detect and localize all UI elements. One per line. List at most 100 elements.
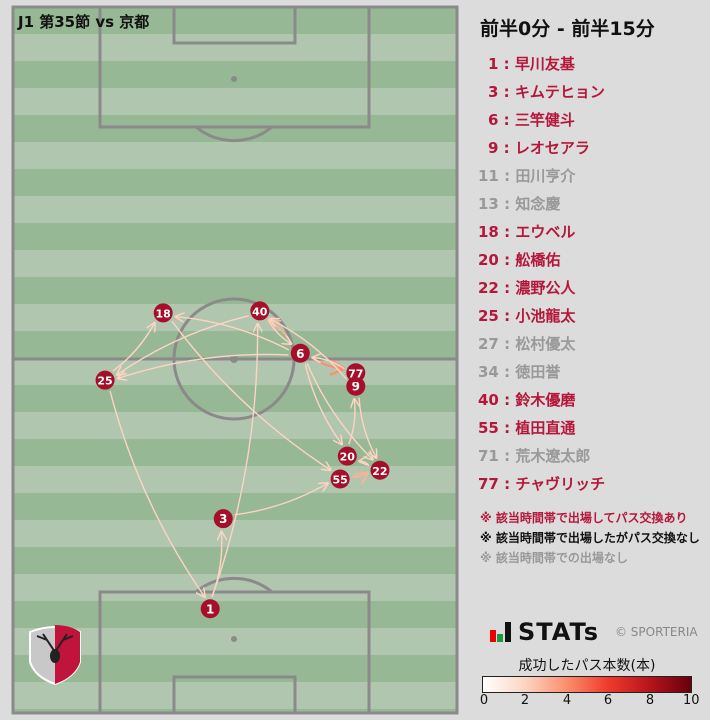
note-not-played: ※ 該当時間帯での出場なし <box>480 551 628 565</box>
player-list-item: 25 : 小池龍太 <box>478 307 576 325</box>
pitch-stripe <box>13 385 457 412</box>
pitch-stripe <box>13 601 457 628</box>
player-list-item: 13 : 知念慶 <box>478 195 561 213</box>
player-node-circle <box>200 599 220 619</box>
bottom-penalty-spot <box>231 636 237 642</box>
player-node-number: 3 <box>219 512 227 526</box>
player-node-circle <box>213 509 233 529</box>
pass-arrow <box>358 397 376 458</box>
pitch-stripe <box>13 520 457 547</box>
pitch-stripe <box>13 7 457 34</box>
player-list: 1 : 早川友基 3 : キムテヒョン 6 : 三竿健斗 9 : レオセアラ 11 : … <box>478 50 605 498</box>
tick-label: 8 <box>645 693 655 708</box>
player-list-item: 40 : 鈴木優磨 <box>478 391 576 409</box>
center-spot <box>230 355 238 363</box>
pitch-stripe <box>13 169 457 196</box>
pass-arrow <box>211 324 258 598</box>
player-list-item: 27 : 松村優太 <box>478 335 576 353</box>
player-node[interactable]: 3 <box>213 509 233 529</box>
pass-arrow <box>306 362 373 459</box>
player-list-item: 55 : 植田直通 <box>478 419 576 437</box>
pass-arrow <box>359 461 370 465</box>
player-list-item: 9 : レオセアラ <box>488 139 590 157</box>
tick-label: 6 <box>603 693 613 708</box>
tick-label: 4 <box>562 693 572 708</box>
pitch-stripe <box>13 304 457 331</box>
club-crest-icon <box>29 625 81 686</box>
player-node-number: 25 <box>97 375 112 388</box>
player-node[interactable]: 55 <box>330 469 350 489</box>
pitch-stripe <box>13 196 457 223</box>
player-node-circle <box>337 446 357 466</box>
player-node[interactable]: 40 <box>250 301 270 321</box>
player-node-circle <box>330 469 350 489</box>
pitch-stripe <box>13 88 457 115</box>
player-list-item: 3 : キムテヒョン <box>488 83 605 101</box>
pitch-stripe <box>13 682 457 709</box>
top-penalty-arc <box>195 125 273 142</box>
player-list-item: 34 : 徳田誉 <box>478 363 561 381</box>
player-node[interactable]: 77 <box>346 363 366 383</box>
pitch-stripe <box>13 331 457 358</box>
bottom-goal-box <box>172 675 297 715</box>
player-node-number: 22 <box>372 465 387 478</box>
player-node[interactable]: 18 <box>153 303 173 323</box>
player-node-circle <box>346 376 366 396</box>
pitch: 1 3 6 9 18 20 22 25 40 55 77 <box>11 5 459 715</box>
pitch-stripe <box>13 34 457 61</box>
player-node-circle <box>153 303 173 323</box>
player-node-number: 6 <box>296 347 304 361</box>
player-node-circle <box>250 301 270 321</box>
player-node-circle <box>290 343 310 363</box>
pass-arrow <box>351 473 367 477</box>
tick-label: 0 <box>479 693 489 708</box>
player-node[interactable]: 25 <box>95 370 115 390</box>
pitch-stripe <box>13 61 457 88</box>
pass-arrow <box>270 319 347 380</box>
player-node-circle <box>370 460 390 480</box>
player-node-number: 55 <box>332 474 347 487</box>
player-list-item: 1 : 早川友基 <box>488 55 575 73</box>
tick-label: 10 <box>683 693 700 708</box>
pitch-stripe <box>13 466 457 493</box>
player-node[interactable]: 22 <box>370 460 390 480</box>
note-played-nopass: ※ 該当時間帯で出場したがパス交換なし <box>480 531 700 545</box>
player-node-number: 40 <box>252 305 268 318</box>
player-list-item: 77 : チャヴリッチ <box>478 475 606 493</box>
pitch-stripe <box>13 547 457 574</box>
pass-arrow <box>109 390 205 597</box>
player-node-number: 18 <box>156 307 171 320</box>
player-list-item: 22 : 濃野公人 <box>478 279 576 297</box>
stats-logo-text: STATs <box>518 618 599 646</box>
top-penalty-spot <box>231 76 237 82</box>
pitch-stripe <box>13 250 457 277</box>
color-scale-bar <box>482 676 692 693</box>
color-scale-title: 成功したパス本数(本) <box>518 658 656 674</box>
match-title: J1 第35節 vs 京都 <box>18 13 150 31</box>
note-played-pass: ※ 該当時間帯で出場してパス交換あり <box>480 511 688 525</box>
pass-arrow <box>234 483 328 516</box>
player-node-circle <box>95 370 115 390</box>
pass-arrow <box>304 364 342 444</box>
pass-arrow <box>176 317 290 351</box>
pitch-stripe <box>13 412 457 439</box>
time-period: 前半0分 - 前半15分 <box>480 18 655 40</box>
player-node-number: 77 <box>348 367 363 380</box>
player-node[interactable]: 9 <box>346 376 366 396</box>
pass-arrow <box>171 320 331 470</box>
player-node-number: 9 <box>352 380 360 394</box>
pitch-stripe <box>13 493 457 520</box>
stats-logo-icon <box>490 622 511 642</box>
player-list-item: 11 : 田川亨介 <box>478 167 576 185</box>
pass-arrow <box>117 315 250 375</box>
stats-brand: STATs © SPORTERIA <box>490 618 698 646</box>
player-node[interactable]: 1 <box>200 599 220 619</box>
player-node[interactable]: 20 <box>337 446 357 466</box>
copyright: © SPORTERIA <box>614 625 698 639</box>
pitch-stripe <box>13 142 457 169</box>
player-node-number: 1 <box>206 602 214 616</box>
player-node[interactable]: 6 <box>290 343 310 363</box>
legend-notes: ※ 該当時間帯で出場してパス交換あり ※ 該当時間帯で出場したがパス交換なし ※… <box>480 508 700 568</box>
player-node-circle <box>346 363 366 383</box>
top-goal-box <box>172 5 297 45</box>
